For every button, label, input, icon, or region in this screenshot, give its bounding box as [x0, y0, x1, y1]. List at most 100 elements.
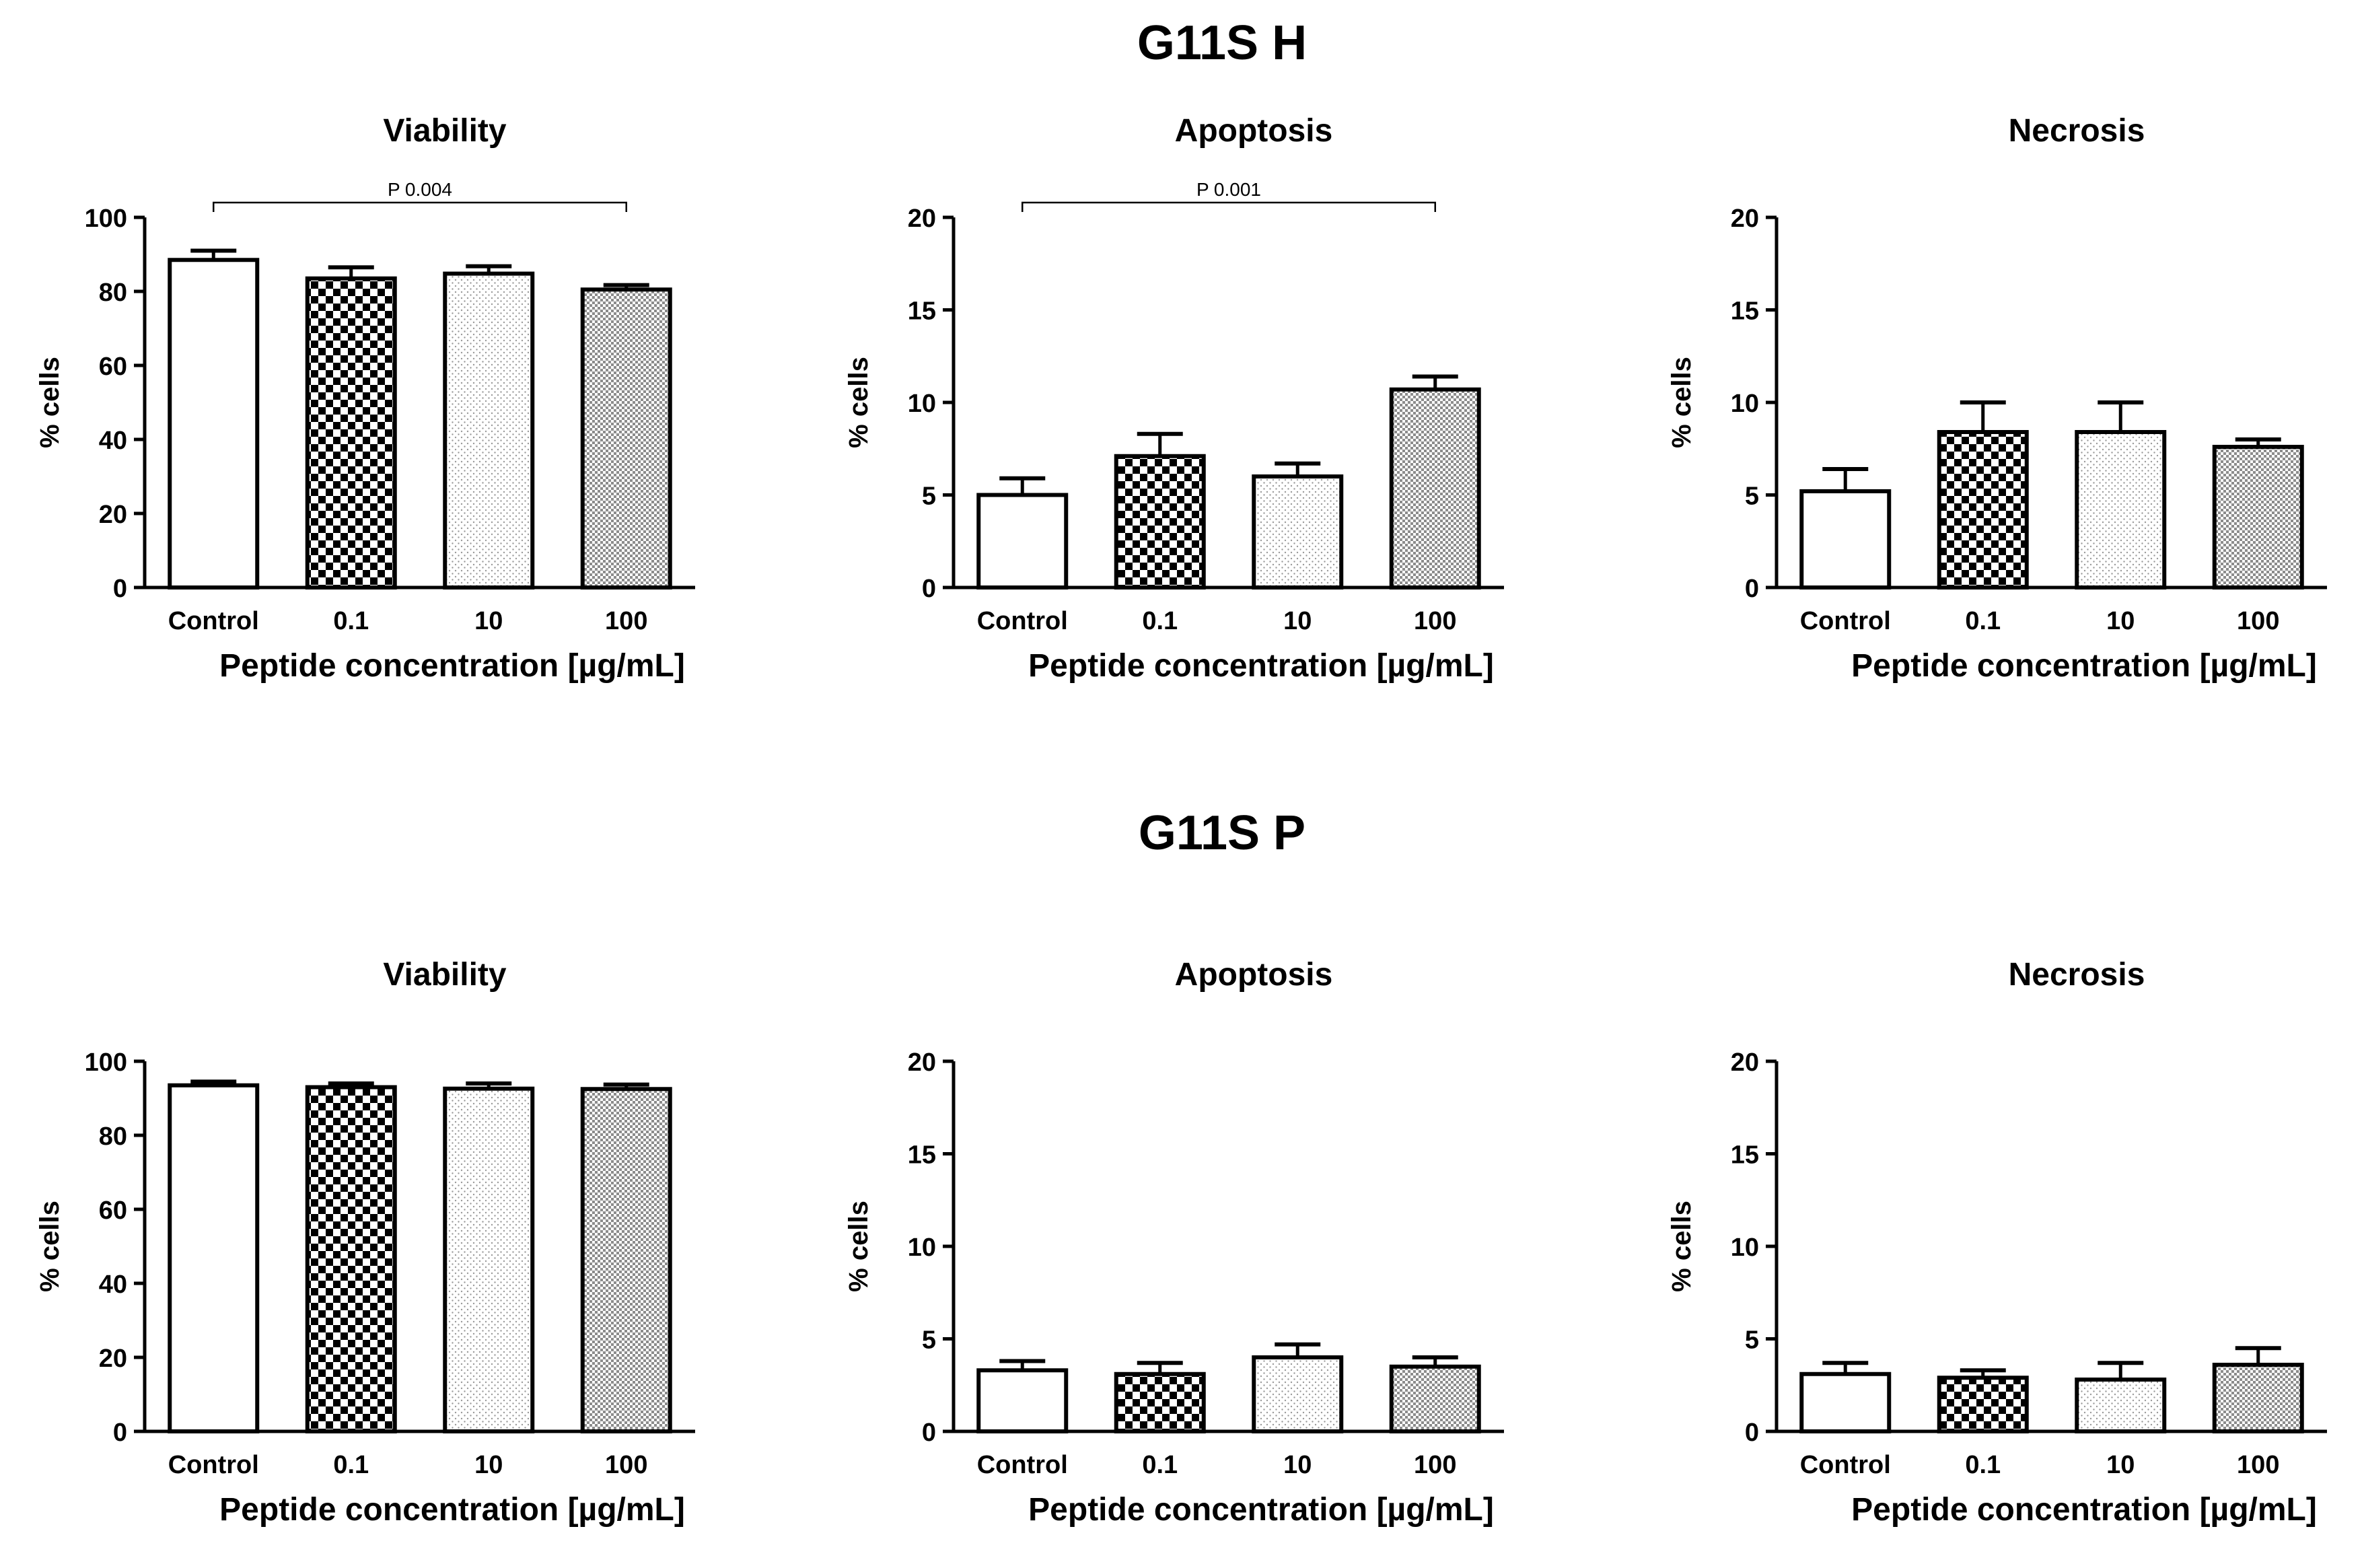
y-tick-label: 5: [922, 483, 936, 511]
chart-title: Necrosis: [2009, 113, 2145, 149]
bar-0-1: [1114, 454, 1206, 590]
x-tick-label-100: 100: [605, 1451, 647, 1479]
x-axis-label: Peptide concentration [µg/mL]: [1851, 648, 2317, 684]
x-tick-label-10: 10: [1283, 1451, 1312, 1479]
significance-bracket: [1022, 201, 1436, 212]
y-tick-label: 10: [908, 390, 936, 418]
p-value-label: P 0.001: [1196, 179, 1261, 200]
y-tick-label: 20: [908, 1048, 936, 1077]
x-tick-label-control: Control: [977, 607, 1068, 635]
y-tick-label: 60: [99, 353, 127, 381]
x-tick-label-100: 100: [605, 607, 647, 635]
bar-100: [2212, 1363, 2304, 1433]
bar-0-1: [1114, 1371, 1206, 1433]
x-tick-label-control: Control: [1800, 1451, 1891, 1479]
chart-title: Viability: [383, 113, 506, 149]
chart-g11s-p-apoptosis: Apoptosis 0 5 10 15 20 % cells Control 0.1 10 100 P…: [844, 957, 1504, 1528]
bar-10: [1252, 1355, 1344, 1433]
significance-bracket: [213, 201, 627, 212]
x-tick-label-10: 10: [2106, 607, 2135, 635]
bar-100: [1389, 387, 1481, 590]
group-title-g11s-p: G11S P: [1139, 806, 1305, 860]
y-tick-label: 5: [922, 1326, 936, 1355]
y-tick-label: 0: [1745, 1419, 1759, 1447]
chart-g11s-h-apoptosis: Apoptosis 0 5 10 15 20 % cells Control 0.1 10 100 P…: [844, 113, 1504, 684]
x-tick-label-100: 100: [2237, 607, 2279, 635]
y-tick-label: 15: [908, 297, 936, 326]
x-axis-label: Peptide concentration [µg/mL]: [219, 1492, 685, 1528]
y-tick-label: 20: [99, 501, 127, 529]
x-tick-label-100: 100: [2237, 1451, 2279, 1479]
y-tick-label: 5: [1745, 1326, 1759, 1355]
y-axis-label: % cells: [35, 357, 65, 448]
x-tick-label-0-1: 0.1: [1965, 607, 2001, 635]
y-tick-label: 20: [1731, 1048, 1759, 1077]
y-tick-label: 20: [908, 205, 936, 233]
y-tick-label: 20: [1731, 205, 1759, 233]
bar-100: [2212, 445, 2304, 590]
y-tick-label: 60: [99, 1197, 127, 1225]
y-tick-label: 80: [99, 1122, 127, 1151]
y-axis-label: % cells: [844, 1201, 873, 1292]
x-axis-label: Peptide concentration [µg/mL]: [1851, 1492, 2317, 1528]
bar-0-1: [1937, 1376, 2029, 1433]
group-title-g11s-h: G11S H: [1137, 16, 1307, 70]
bar-0-1: [305, 276, 397, 590]
bar-10: [443, 271, 535, 590]
bar-10: [443, 1086, 535, 1433]
y-tick-label: 0: [113, 1419, 127, 1447]
y-tick-label: 15: [908, 1141, 936, 1170]
x-tick-label-10: 10: [474, 607, 503, 635]
x-tick-label-control: Control: [977, 1451, 1068, 1479]
bar-control: [168, 258, 260, 590]
y-tick-label: 80: [99, 279, 127, 307]
x-tick-label-0-1: 0.1: [333, 1451, 369, 1479]
chart-g11s-p-necrosis: Necrosis 0 5 10 15 20 % cells Control 0.1 10 100 Pe…: [1667, 957, 2327, 1528]
y-tick-label: 10: [908, 1234, 936, 1262]
x-tick-label-10: 10: [1283, 607, 1312, 635]
bar-control: [168, 1083, 260, 1433]
y-tick-label: 20: [99, 1345, 127, 1373]
chart-g11s-h-necrosis: Necrosis 0 5 10 15 20 % cells Control 0.1 10 100 Pe…: [1667, 113, 2327, 684]
y-tick-label: 40: [99, 1271, 127, 1299]
bar-control: [976, 493, 1069, 590]
y-axis-label: % cells: [35, 1201, 65, 1292]
y-tick-label: 10: [1731, 1234, 1759, 1262]
x-tick-label-0-1: 0.1: [1142, 607, 1178, 635]
bar-10: [1252, 474, 1344, 590]
x-tick-label-control: Control: [1800, 607, 1891, 635]
x-tick-label-10: 10: [474, 1451, 503, 1479]
chart-title: Apoptosis: [1175, 957, 1333, 993]
bar-control: [976, 1368, 1069, 1433]
y-tick-label: 40: [99, 427, 127, 455]
y-tick-label: 10: [1731, 390, 1759, 418]
x-tick-label-control: Control: [168, 1451, 259, 1479]
y-axis-label: % cells: [1667, 1201, 1696, 1292]
chart-title: Apoptosis: [1175, 113, 1333, 149]
y-tick-label: 0: [113, 575, 127, 603]
x-tick-label-100: 100: [1414, 607, 1456, 635]
x-tick-label-100: 100: [1414, 1451, 1456, 1479]
y-tick-label: 0: [922, 575, 936, 603]
bar-100: [1389, 1364, 1481, 1433]
x-tick-label-control: Control: [168, 607, 259, 635]
chart-g11s-h-viability: Viability 0 20 40 60 80 100 % cells Control 0.1 10…: [35, 113, 695, 684]
x-tick-label-0-1: 0.1: [1965, 1451, 2001, 1479]
x-axis-label: Peptide concentration [µg/mL]: [1028, 1492, 1494, 1528]
y-tick-label: 100: [85, 1048, 127, 1077]
y-tick-label: 0: [922, 1419, 936, 1447]
x-tick-label-0-1: 0.1: [333, 607, 369, 635]
y-axis-label: % cells: [844, 357, 873, 448]
y-tick-label: 15: [1731, 297, 1759, 326]
bar-control: [1799, 1371, 1892, 1433]
bar-control: [1799, 489, 1892, 590]
y-axis-label: % cells: [1667, 357, 1696, 448]
bar-10: [2075, 430, 2167, 590]
bar-100: [580, 287, 672, 590]
bar-0-1: [1937, 430, 2029, 590]
bar-100: [580, 1087, 672, 1433]
x-axis-label: Peptide concentration [µg/mL]: [219, 648, 685, 684]
x-tick-label-10: 10: [2106, 1451, 2135, 1479]
